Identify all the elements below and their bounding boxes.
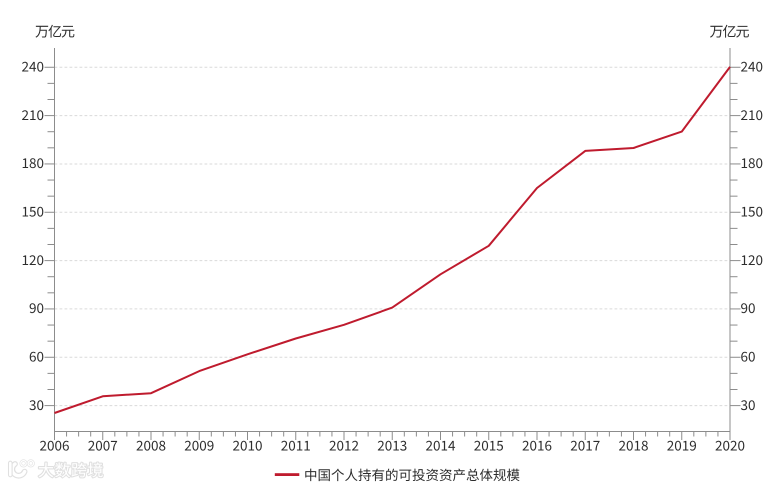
svg-text:150: 150 — [741, 200, 763, 220]
svg-text:120: 120 — [22, 249, 44, 269]
svg-text:60: 60 — [29, 345, 44, 365]
svg-text:2015: 2015 — [474, 435, 504, 455]
svg-text:2020: 2020 — [715, 435, 745, 455]
svg-text:30: 30 — [741, 394, 756, 414]
svg-text:2006: 2006 — [40, 435, 70, 455]
svg-text:240: 240 — [22, 55, 44, 75]
svg-text:2007: 2007 — [88, 435, 118, 455]
svg-text:2008: 2008 — [136, 435, 166, 455]
svg-text:2012: 2012 — [329, 435, 359, 455]
svg-text:210: 210 — [741, 104, 763, 124]
svg-text:240: 240 — [741, 55, 763, 75]
svg-text:万亿元: 万亿元 — [710, 22, 750, 42]
svg-text:中国个人持有的可投资资产总体规模: 中国个人持有的可投资资产总体规模 — [304, 464, 520, 484]
svg-text:2017: 2017 — [570, 435, 600, 455]
svg-text:60: 60 — [741, 345, 756, 365]
svg-text:2011: 2011 — [281, 435, 311, 455]
svg-text:2010: 2010 — [233, 435, 263, 455]
svg-text:210: 210 — [22, 104, 44, 124]
svg-text:30: 30 — [29, 394, 44, 414]
svg-text:90: 90 — [29, 297, 44, 317]
svg-text:2009: 2009 — [184, 435, 214, 455]
svg-text:90: 90 — [741, 297, 756, 317]
svg-text:2013: 2013 — [377, 435, 407, 455]
svg-text:2016: 2016 — [522, 435, 552, 455]
svg-text:180: 180 — [741, 152, 763, 172]
svg-text:2014: 2014 — [426, 435, 456, 455]
svg-text:万亿元: 万亿元 — [35, 22, 75, 42]
svg-text:2019: 2019 — [667, 435, 697, 455]
svg-text:2018: 2018 — [619, 435, 649, 455]
svg-text:180: 180 — [22, 152, 44, 172]
svg-text:120: 120 — [741, 249, 763, 269]
svg-text:大数跨境: 大数跨境 — [38, 457, 104, 481]
svg-text:150: 150 — [22, 200, 44, 220]
